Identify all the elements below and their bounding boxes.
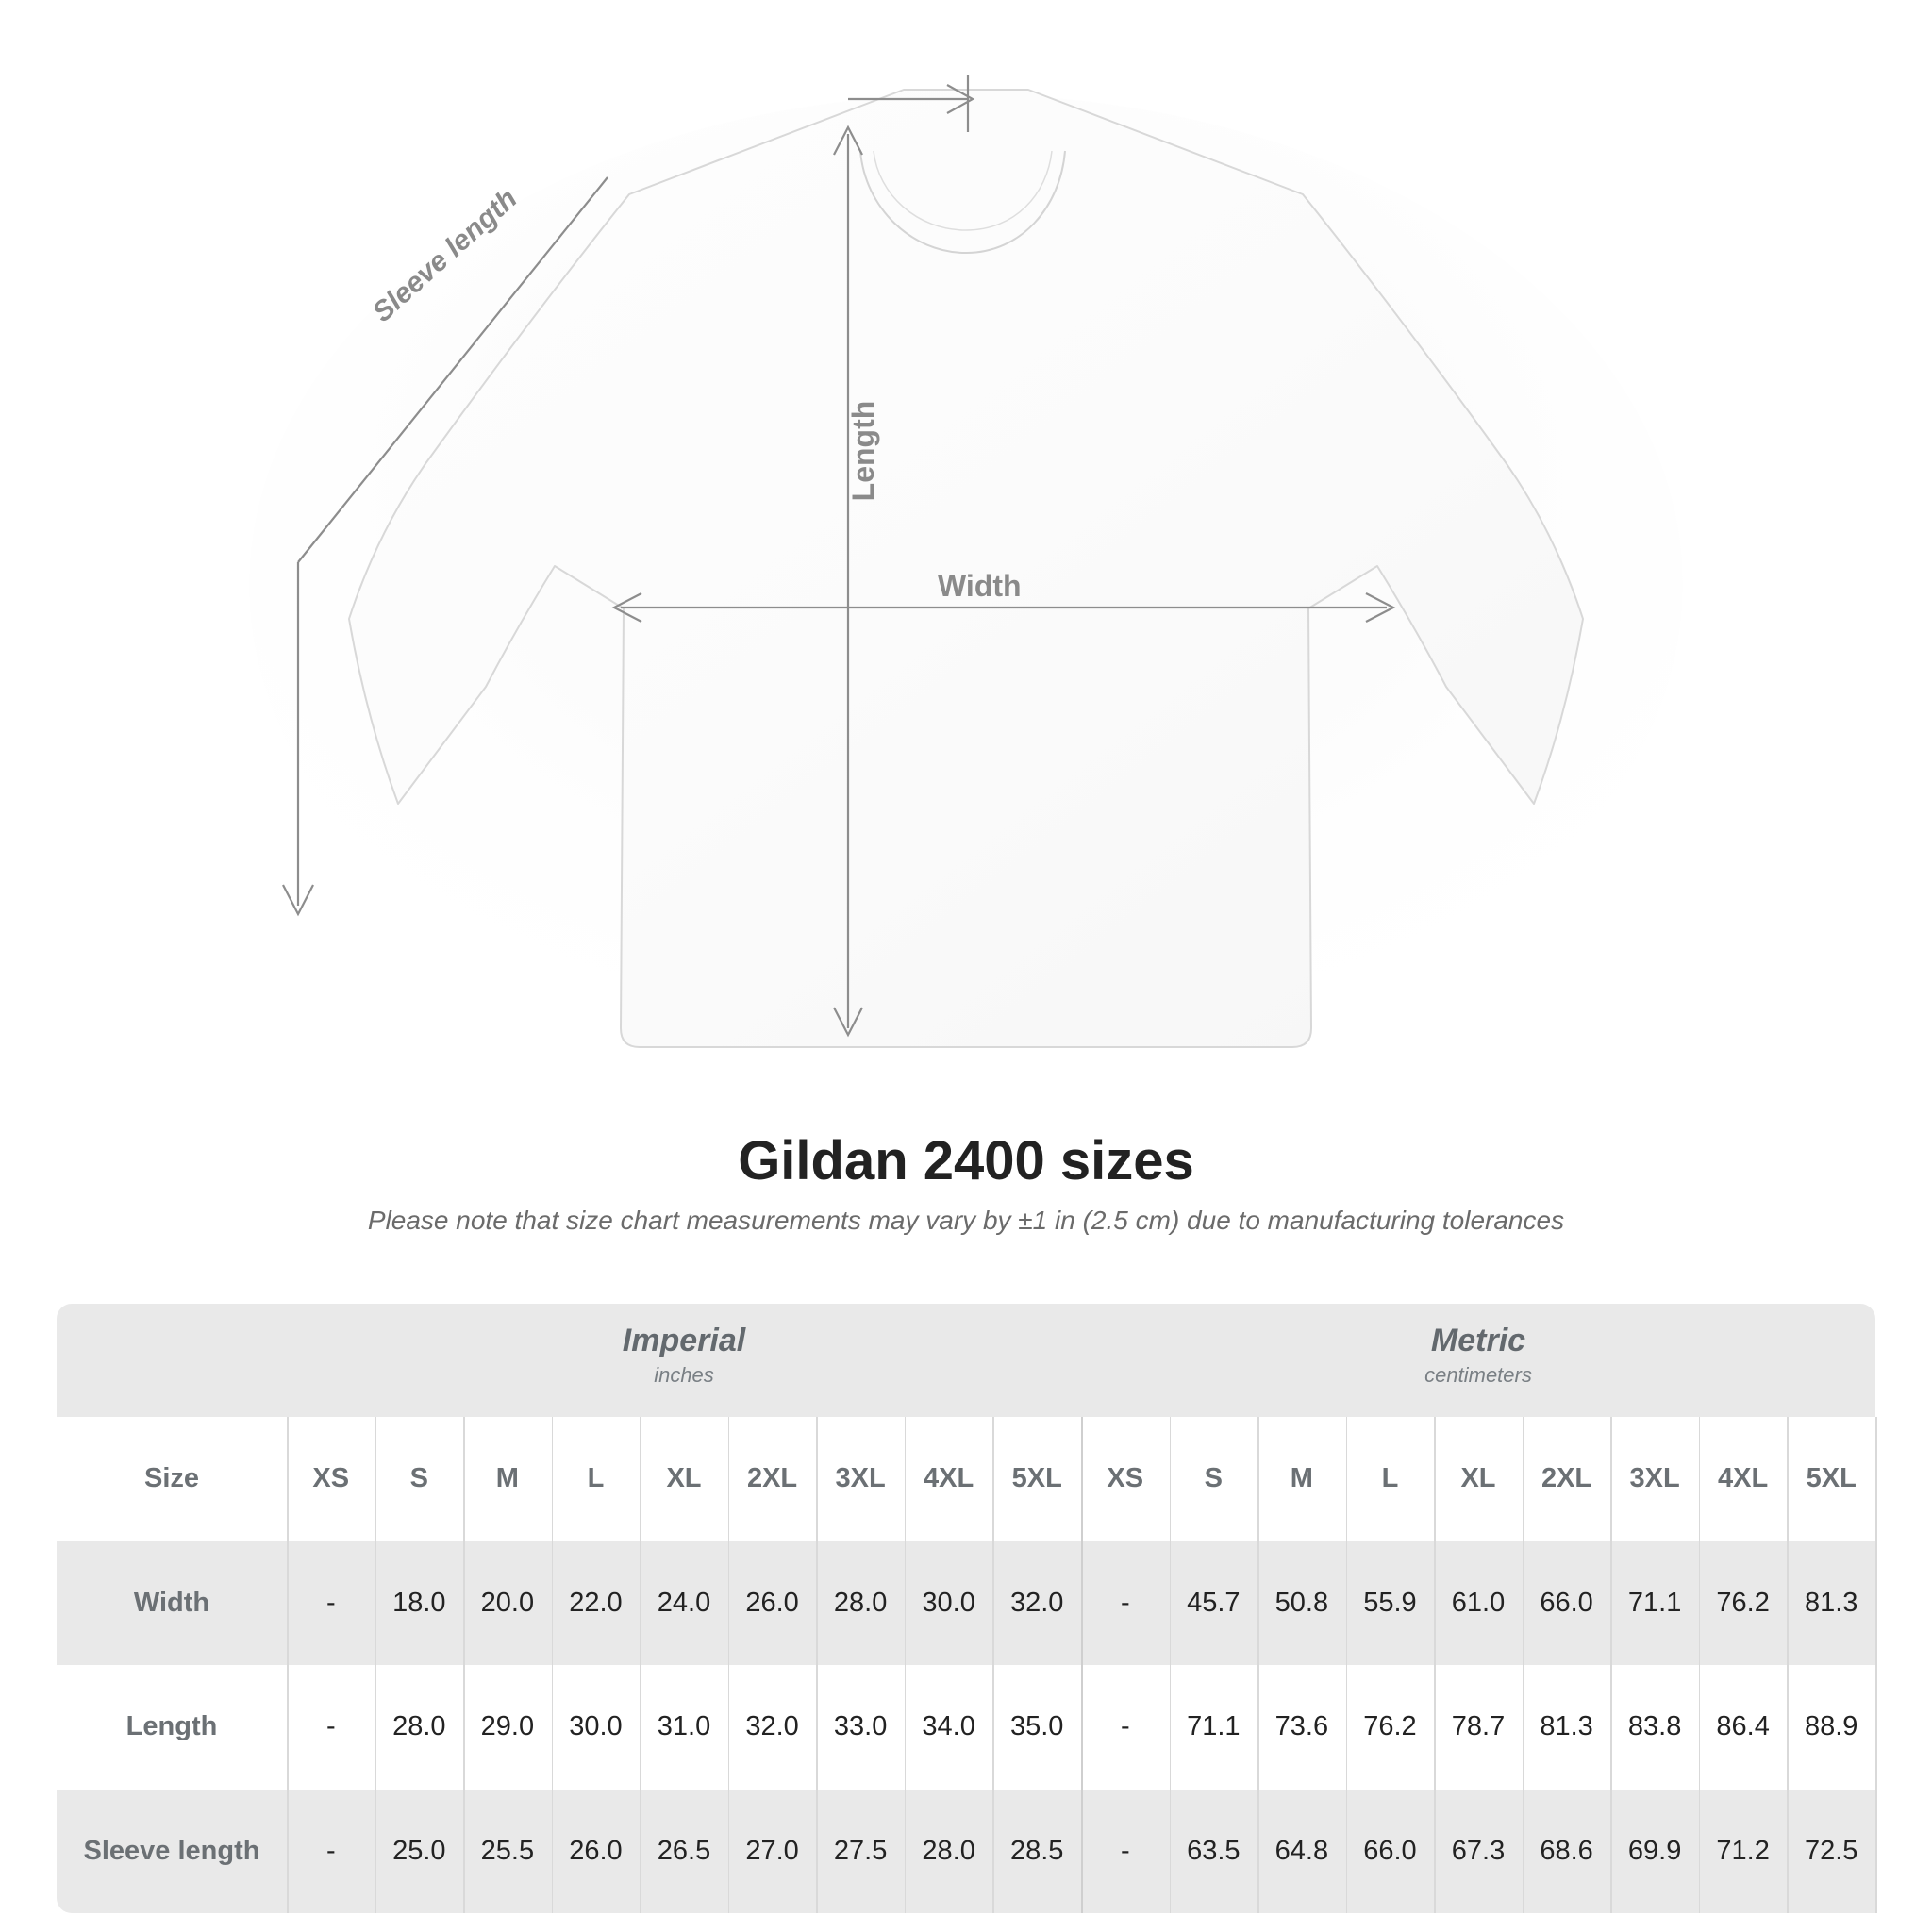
svg-text:Width: Width: [938, 569, 1022, 603]
svg-text:Length: Length: [846, 401, 880, 502]
